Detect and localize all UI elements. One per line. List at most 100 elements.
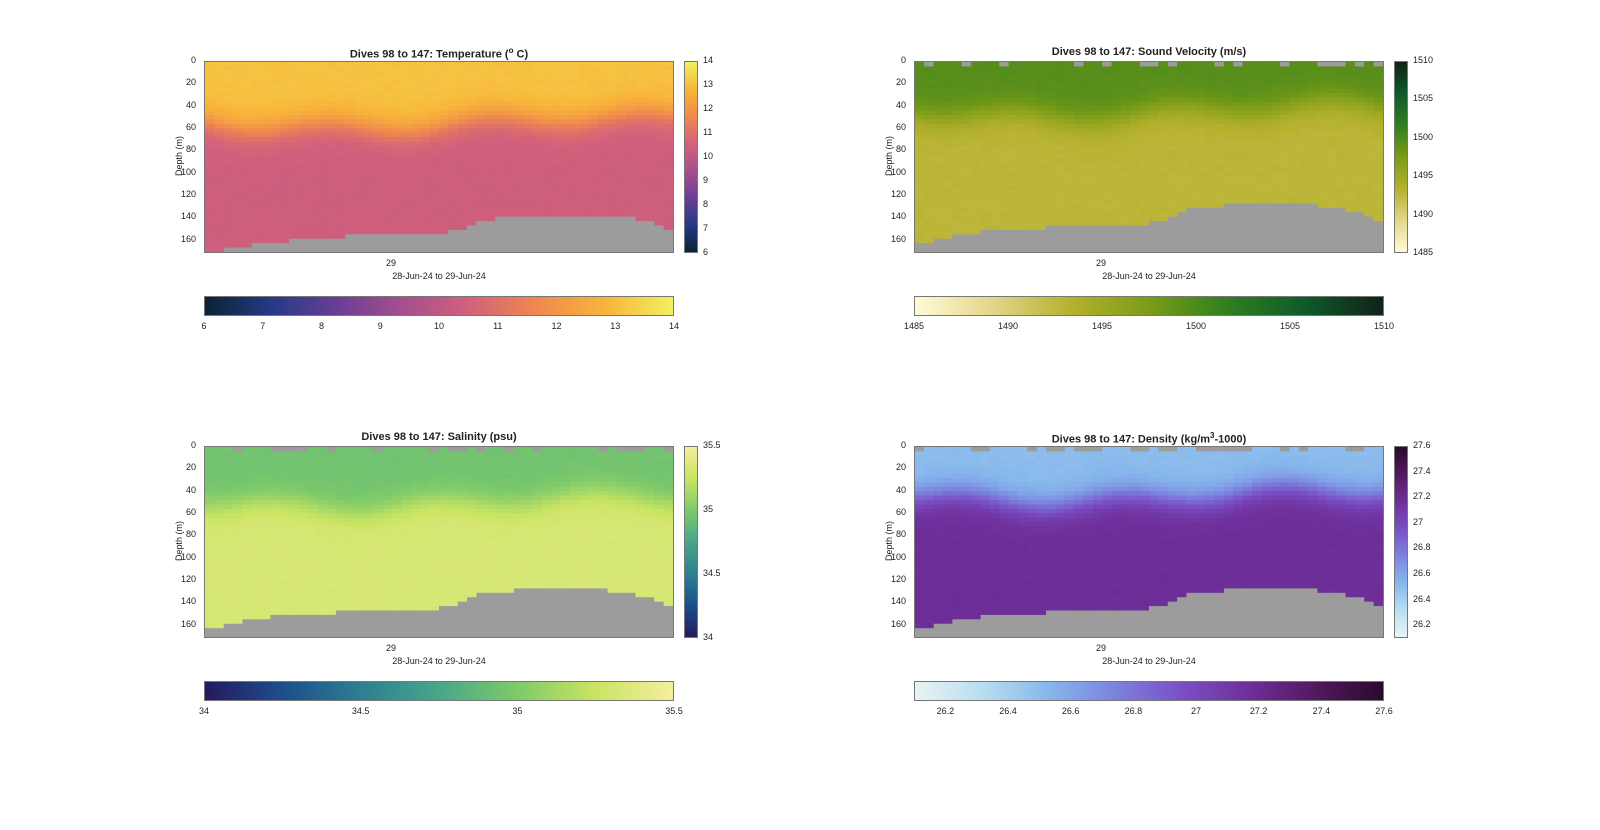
- heatmap-cell: [1120, 225, 1131, 231]
- heatmap-cell: [495, 172, 506, 178]
- heatmap-cell: [307, 597, 318, 603]
- heatmap-cell: [373, 119, 384, 125]
- heatmap-cell: [654, 119, 665, 125]
- heatmap-cell: [1149, 203, 1159, 209]
- heatmap-cell: [485, 128, 496, 134]
- heatmap-cell: [1139, 92, 1150, 98]
- heatmap-cell: [233, 530, 244, 536]
- heatmap-cell: [1092, 185, 1103, 191]
- y-tick-label: 20: [185, 77, 196, 88]
- heatmap-cell: [298, 561, 309, 567]
- heatmap-cell: [663, 238, 673, 244]
- y-tick-label: 100: [180, 166, 196, 177]
- heatmap-cell: [251, 207, 262, 213]
- heatmap-cell: [1205, 172, 1216, 178]
- heatmap-cell: [364, 221, 375, 227]
- heatmap-cell: [1008, 198, 1019, 204]
- heatmap-cell: [663, 97, 673, 103]
- heatmap-cell: [616, 79, 627, 85]
- heatmap-cell: [989, 207, 1000, 213]
- heatmap-cell: [205, 628, 215, 634]
- heatmap-cell: [654, 145, 665, 151]
- heatmap-cell: [382, 176, 393, 182]
- heatmap-cell: [570, 150, 580, 156]
- heatmap-cell: [1354, 75, 1365, 81]
- heatmap-cell: [307, 110, 318, 116]
- heatmap-cell: [1092, 123, 1103, 129]
- heatmap-cell: [1008, 225, 1019, 231]
- heatmap-cell: [214, 469, 225, 475]
- heatmap-cell: [644, 176, 655, 182]
- heatmap-cell: [1251, 194, 1262, 200]
- heatmap-cell: [410, 238, 421, 244]
- heatmap-cell: [1373, 97, 1383, 103]
- heatmap-cell: [1242, 194, 1253, 200]
- heatmap-cell: [1261, 163, 1272, 169]
- heatmap-cell: [924, 221, 935, 227]
- heatmap-cell: [1074, 247, 1085, 252]
- heatmap-cell: [345, 88, 356, 94]
- heatmap-cell: [420, 106, 431, 112]
- heatmap-cell: [1298, 132, 1309, 138]
- heatmap-cell: [523, 79, 534, 85]
- heatmap-cell: [980, 198, 991, 204]
- heatmap-cell: [1139, 168, 1150, 174]
- heatmap-cell: [1195, 207, 1206, 213]
- heatmap-cell: [933, 137, 944, 143]
- heatmap-cell: [1120, 106, 1131, 112]
- heatmap-cell: [214, 557, 225, 563]
- heatmap-cell: [1036, 66, 1047, 72]
- heatmap-cell: [205, 614, 215, 620]
- heatmap-cell: [1233, 247, 1244, 252]
- heatmap-cell: [1111, 176, 1122, 182]
- heatmap-cell: [1186, 119, 1197, 125]
- heatmap-cell: [205, 84, 215, 90]
- heatmap-cell: [1083, 84, 1094, 90]
- heatmap-cell: [598, 145, 609, 151]
- heatmap-cell: [1027, 198, 1038, 204]
- heatmap-cell: [205, 198, 215, 204]
- heatmap-cell: [270, 575, 281, 581]
- heatmap-cell: [1074, 216, 1085, 222]
- heatmap-cell: [233, 88, 244, 94]
- heatmap-cell: [485, 123, 496, 129]
- heatmap-cell: [1130, 97, 1141, 103]
- heatmap-cell: [1064, 145, 1075, 151]
- heatmap-cell: [560, 238, 571, 244]
- heatmap-cell: [626, 141, 637, 147]
- heatmap-cell: [1205, 115, 1216, 121]
- heatmap-cell: [1345, 92, 1356, 98]
- heatmap-cell: [1308, 176, 1319, 182]
- heatmap-cell: [326, 451, 337, 457]
- heatmap-cell: [1111, 150, 1122, 156]
- heatmap-cell: [1270, 203, 1281, 209]
- heatmap-cell: [1017, 123, 1028, 129]
- heatmap-cell: [943, 229, 954, 235]
- heatmap-cell: [1223, 110, 1234, 116]
- heatmap-cell: [279, 97, 290, 103]
- heatmap-cell: [270, 557, 281, 563]
- heatmap-cell: [1298, 154, 1309, 160]
- heatmap-cell: [607, 154, 618, 160]
- heatmap-cell: [663, 88, 673, 94]
- heatmap-cell: [223, 601, 234, 607]
- heatmap-cell: [1298, 221, 1309, 227]
- heatmap-cell: [261, 557, 272, 563]
- heatmap-cell: [1336, 101, 1347, 107]
- heatmap-cell: [401, 150, 412, 156]
- heatmap-cell: [1111, 132, 1122, 138]
- heatmap-cell: [1102, 212, 1113, 218]
- heatmap-cell: [1195, 159, 1206, 165]
- heatmap-cell: [635, 207, 646, 213]
- heatmap-cell: [1149, 163, 1159, 169]
- heatmap-cell: [999, 62, 1010, 68]
- heatmap-cell: [551, 145, 562, 151]
- heatmap-cell: [1205, 194, 1216, 200]
- heatmap-cell: [1008, 181, 1019, 187]
- heatmap-cell: [279, 150, 290, 156]
- heatmap-cell: [420, 150, 431, 156]
- heatmap-cell: [1158, 168, 1169, 174]
- heatmap-cell: [1205, 123, 1216, 129]
- heatmap-cell: [336, 495, 346, 501]
- heatmap-cell: [429, 207, 440, 213]
